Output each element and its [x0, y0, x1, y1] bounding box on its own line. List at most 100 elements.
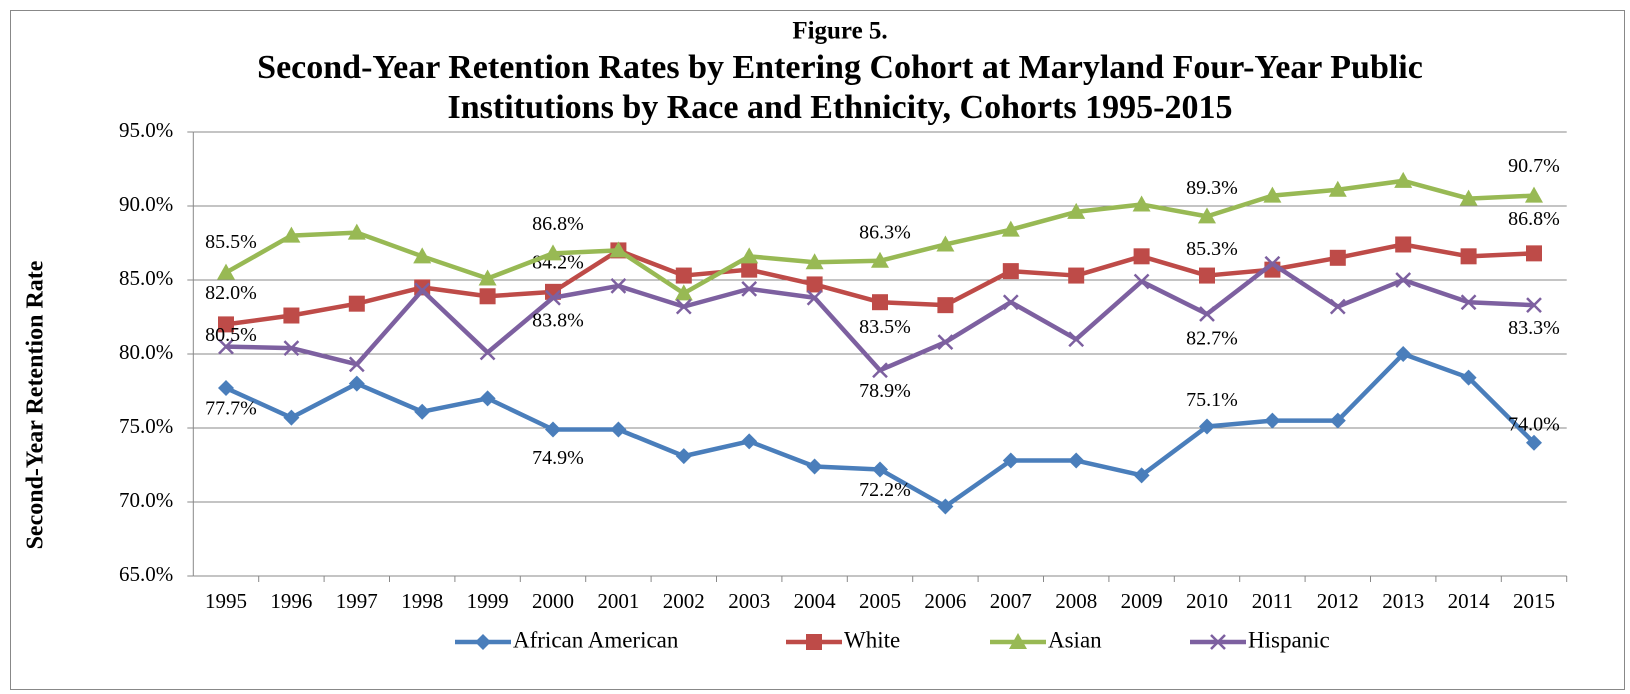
data-point: [545, 421, 561, 438]
data-point: [936, 235, 955, 252]
legend-marker: [806, 634, 822, 650]
legend-marker: [1210, 634, 1226, 650]
data-point: [937, 498, 954, 515]
data-label: 83.8%: [532, 309, 584, 331]
data-point: [1132, 195, 1151, 212]
data-point: [218, 338, 234, 355]
data-point: [674, 284, 693, 301]
legend-label: White: [844, 627, 900, 652]
data-point: [741, 280, 758, 297]
data-point: [283, 340, 300, 356]
data-point: [1068, 452, 1085, 469]
data-point: [479, 390, 496, 407]
data-point: [218, 380, 234, 397]
chart-title: Institutions by Race and Ethnicity, Coho…: [448, 89, 1233, 126]
data-label: 72.2%: [859, 479, 911, 501]
data-point: [1395, 346, 1412, 362]
x-tick-label: 1995: [205, 589, 247, 613]
data-point: [283, 409, 300, 426]
data-point: [872, 294, 888, 311]
data-label: 78.9%: [859, 380, 911, 402]
data-point: [871, 251, 889, 268]
data-point: [872, 362, 888, 379]
data-point: [675, 298, 692, 315]
x-tick-label: 2011: [1252, 589, 1293, 613]
x-tick-label: 2003: [728, 589, 770, 613]
data-point: [218, 316, 234, 333]
data-point: [1002, 294, 1019, 311]
data-point: [1329, 412, 1346, 429]
data-label: 89.3%: [1186, 177, 1238, 199]
data-label: 86.8%: [1508, 208, 1560, 230]
data-point: [806, 289, 823, 306]
x-tick-label: 2012: [1317, 589, 1359, 613]
x-tick-label: 2010: [1186, 589, 1228, 613]
x-tick-label: 1997: [336, 589, 378, 613]
x-tick-label: 2009: [1121, 589, 1163, 613]
data-point: [1263, 186, 1282, 203]
data-point: [806, 458, 823, 475]
data-point: [1395, 272, 1412, 288]
x-tick-label: 2000: [532, 589, 574, 613]
x-tick-label: 2014: [1448, 589, 1491, 613]
data-point: [1133, 248, 1150, 265]
y-axis-label: Second-Year Retention Rate: [23, 260, 49, 549]
data-label: 82.7%: [1186, 328, 1238, 350]
data-point: [1526, 297, 1542, 314]
x-tick-label: 2001: [597, 589, 639, 613]
data-point: [1198, 207, 1216, 224]
data-point: [479, 288, 496, 305]
data-point: [1526, 245, 1542, 262]
legend-marker: [1009, 633, 1027, 649]
data-point: [1199, 267, 1215, 284]
data-point: [1068, 331, 1085, 348]
data-point: [414, 282, 431, 299]
data-point: [414, 403, 431, 420]
x-tick-label: 1999: [467, 589, 509, 613]
data-label: 82.0%: [205, 282, 257, 304]
data-label: 74.0%: [1508, 413, 1560, 435]
data-label: 74.9%: [532, 447, 584, 469]
data-point: [348, 375, 365, 392]
data-point: [675, 267, 692, 284]
data-point: [1199, 418, 1215, 435]
data-label: 75.1%: [1186, 389, 1238, 411]
data-point: [1460, 369, 1477, 386]
y-tick-label: 90.0%: [119, 192, 173, 216]
data-label: 85.3%: [1186, 238, 1238, 260]
data-point: [805, 253, 824, 270]
data-label: 90.7%: [1508, 155, 1560, 177]
data-point: [1460, 294, 1477, 311]
data-point: [872, 461, 888, 478]
data-point: [741, 433, 758, 450]
data-point: [1199, 306, 1215, 322]
data-label: 80.5%: [205, 324, 257, 346]
data-point: [1329, 298, 1346, 315]
x-tick-label: 2013: [1382, 589, 1424, 613]
data-point: [217, 263, 235, 280]
data-point: [1001, 220, 1020, 237]
data-point: [1395, 236, 1412, 253]
y-tick-label: 85.0%: [119, 266, 173, 290]
legend-marker: [475, 634, 491, 650]
y-tick-label: 95.0%: [119, 118, 173, 142]
data-point: [479, 344, 496, 361]
data-point: [1329, 249, 1346, 266]
data-point: [348, 295, 365, 312]
x-tick-label: 2004: [794, 589, 837, 613]
data-point: [283, 307, 300, 324]
legend-label: Hispanic: [1248, 627, 1330, 652]
chart-title: Second-Year Retention Rates by Entering …: [257, 49, 1423, 86]
data-point: [1394, 171, 1413, 188]
data-label: 77.7%: [205, 398, 257, 420]
x-tick-label: 2008: [1055, 589, 1097, 613]
data-point: [1459, 189, 1478, 206]
x-tick-label: 2006: [924, 589, 966, 613]
data-point: [1460, 248, 1477, 265]
data-point: [1067, 202, 1086, 219]
data-label: 83.3%: [1508, 317, 1560, 339]
data-point: [741, 261, 758, 278]
data-point: [740, 247, 759, 264]
data-point: [1328, 180, 1347, 197]
